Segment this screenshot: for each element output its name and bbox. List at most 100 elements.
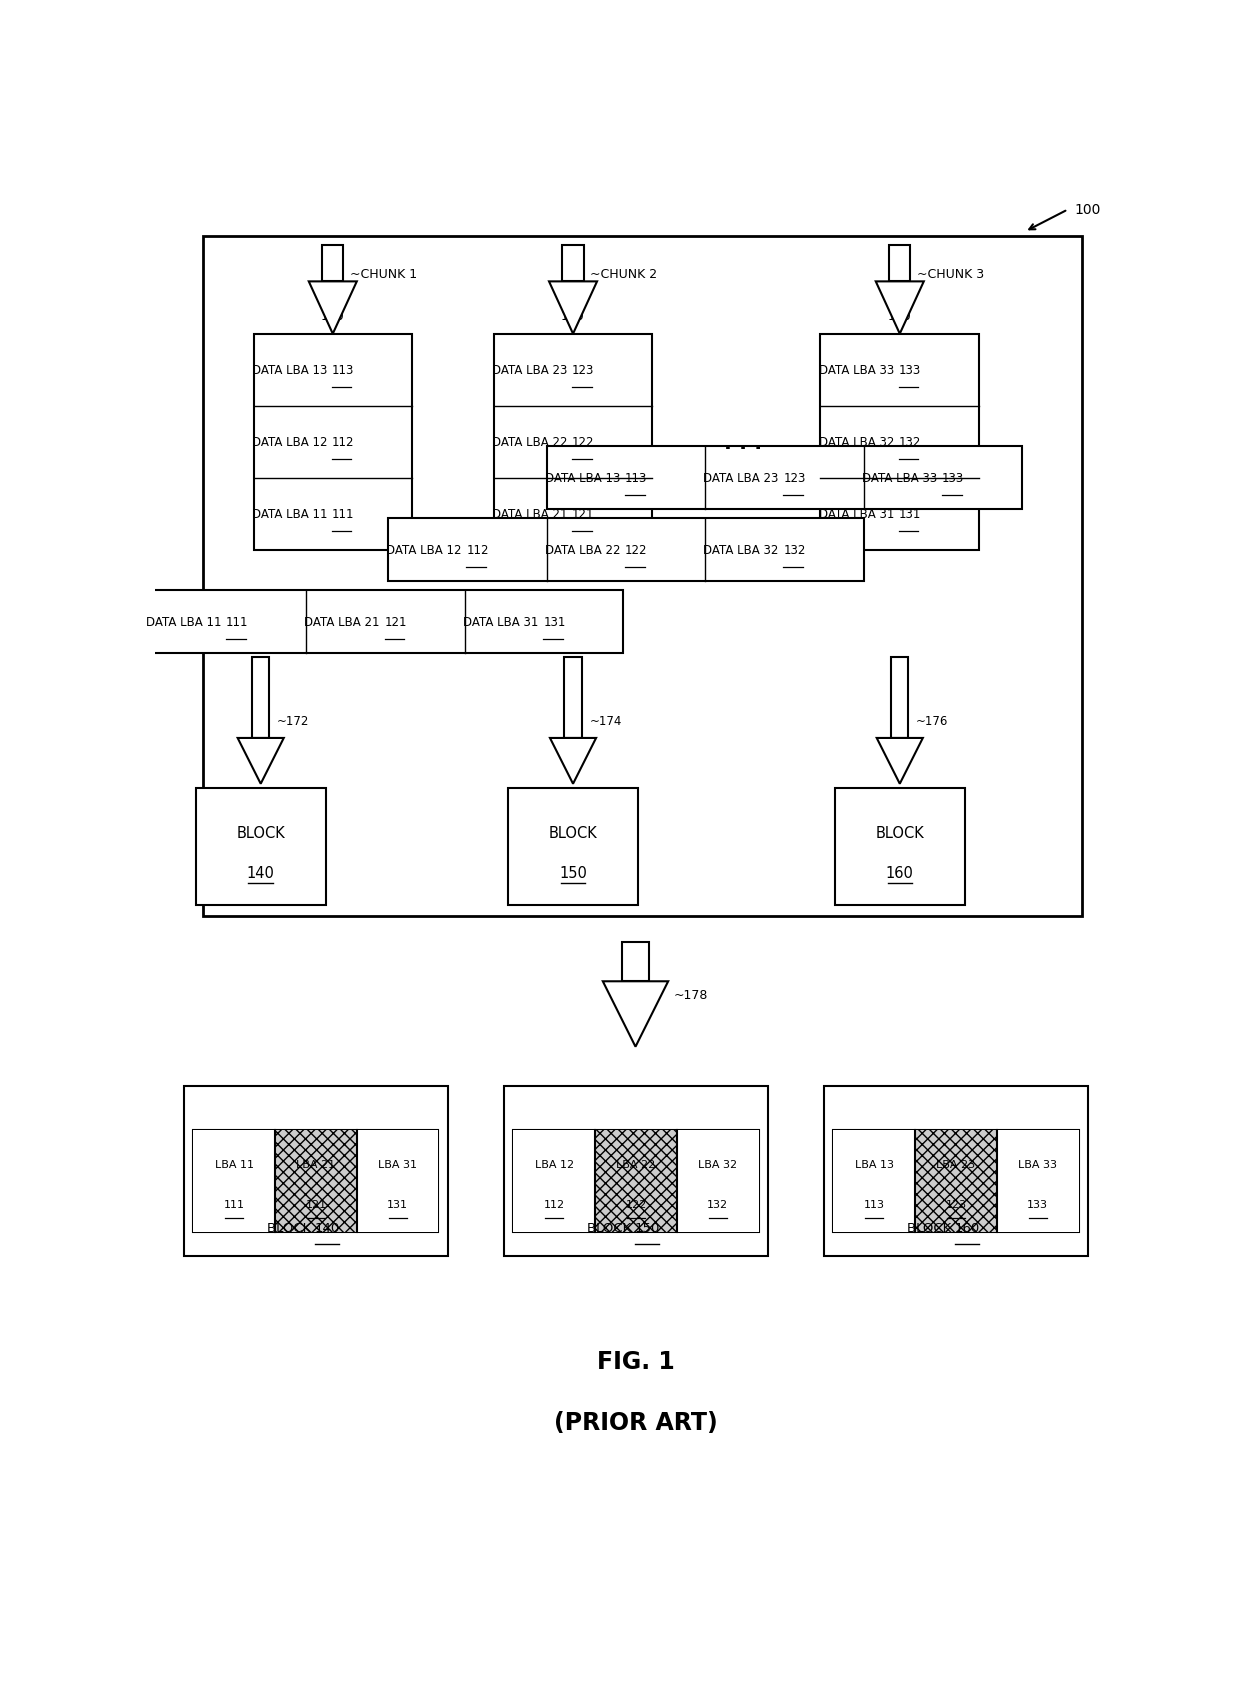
Bar (193, 1131, 439, 1233)
Text: DATA LBA 13: DATA LBA 13 (544, 472, 624, 486)
Text: 123: 123 (572, 363, 594, 377)
Bar (508, 788, 637, 905)
Bar (513, 1131, 595, 1233)
Text: LBA 32: LBA 32 (698, 1160, 738, 1170)
Text: ~CHUNK 3: ~CHUNK 3 (918, 268, 985, 280)
Text: 160: 160 (885, 866, 914, 881)
Text: BLOCK: BLOCK (875, 825, 924, 841)
Text: 131: 131 (899, 508, 921, 521)
Bar (823, 1087, 1089, 1257)
Text: DATA LBA 23: DATA LBA 23 (703, 472, 782, 486)
Text: DATA LBA 22: DATA LBA 22 (492, 436, 572, 448)
Text: 112: 112 (332, 436, 355, 448)
Text: ~176: ~176 (916, 715, 949, 727)
Bar (357, 1131, 439, 1233)
Bar (513, 1131, 759, 1233)
Text: 160: 160 (955, 1221, 981, 1234)
Bar (275, 1131, 357, 1233)
Text: DATA LBA 33: DATA LBA 33 (862, 472, 941, 486)
Bar (892, 657, 909, 739)
Text: ~172: ~172 (277, 715, 310, 727)
Bar (148, 591, 624, 654)
Bar (564, 657, 582, 739)
Text: 100: 100 (1075, 204, 1101, 217)
Bar (677, 1131, 759, 1233)
Bar (193, 1131, 275, 1233)
Text: LBA 13: LBA 13 (854, 1160, 894, 1170)
Bar (833, 1131, 1079, 1233)
Text: 133: 133 (1027, 1199, 1048, 1209)
Text: DATA LBA 32: DATA LBA 32 (703, 543, 782, 557)
Text: 140: 140 (247, 866, 274, 881)
Polygon shape (877, 739, 923, 784)
Text: DATA LBA 13: DATA LBA 13 (252, 363, 331, 377)
Text: LBA 31: LBA 31 (378, 1160, 417, 1170)
Text: 122: 122 (572, 436, 594, 448)
Text: DATA LBA 11: DATA LBA 11 (146, 616, 226, 628)
Bar (833, 1131, 915, 1233)
Text: LBA 22: LBA 22 (616, 1160, 656, 1170)
Text: BLOCK: BLOCK (548, 825, 598, 841)
Text: DATA LBA 23: DATA LBA 23 (492, 363, 572, 377)
Text: ~174: ~174 (589, 715, 621, 727)
Bar (563, 246, 584, 282)
Text: LBA 12: LBA 12 (534, 1160, 574, 1170)
Text: 131: 131 (387, 1199, 408, 1209)
Bar (622, 942, 649, 981)
Text: BLOCK: BLOCK (267, 1221, 315, 1234)
Polygon shape (603, 981, 668, 1048)
Text: 122: 122 (625, 543, 647, 557)
Bar (835, 788, 965, 905)
Text: DATA LBA 32: DATA LBA 32 (818, 436, 898, 448)
Text: ~CHUNK 1: ~CHUNK 1 (350, 268, 417, 280)
Text: DATA LBA 11: DATA LBA 11 (252, 508, 331, 521)
Text: 121: 121 (305, 1199, 326, 1209)
Text: 132: 132 (784, 543, 806, 557)
Text: LBA 23: LBA 23 (936, 1160, 976, 1170)
Text: 132: 132 (707, 1199, 728, 1209)
Text: 133: 133 (942, 472, 965, 486)
Text: 111: 111 (226, 616, 248, 628)
Text: 111: 111 (332, 508, 355, 521)
Polygon shape (238, 739, 284, 784)
Text: LBA 11: LBA 11 (215, 1160, 254, 1170)
Text: DATA LBA 33: DATA LBA 33 (818, 363, 898, 377)
Polygon shape (549, 282, 596, 335)
Text: 113: 113 (864, 1199, 885, 1209)
Polygon shape (309, 282, 357, 335)
Bar (997, 1131, 1079, 1233)
Text: 110: 110 (321, 309, 345, 323)
Text: 123: 123 (784, 472, 806, 486)
Text: 131: 131 (543, 616, 565, 628)
Text: 133: 133 (899, 363, 921, 377)
Text: 111: 111 (223, 1199, 244, 1209)
Text: 132: 132 (899, 436, 921, 448)
Text: 112: 112 (466, 543, 489, 557)
Text: DATA LBA 21: DATA LBA 21 (492, 508, 572, 521)
Bar (915, 1131, 997, 1233)
Text: 113: 113 (332, 363, 355, 377)
Text: 150: 150 (559, 866, 587, 881)
Text: 122: 122 (625, 1199, 646, 1209)
Bar (494, 335, 652, 550)
Bar (388, 520, 864, 582)
Polygon shape (551, 739, 596, 784)
Bar (503, 1087, 768, 1257)
Bar (595, 1131, 677, 1233)
Bar (203, 236, 1083, 917)
Text: BLOCK: BLOCK (237, 825, 285, 841)
Text: DATA LBA 22: DATA LBA 22 (544, 543, 624, 557)
Text: BLOCK: BLOCK (906, 1221, 955, 1234)
Text: ~178: ~178 (675, 988, 708, 1002)
Text: DATA LBA 12: DATA LBA 12 (252, 436, 331, 448)
Bar (253, 335, 412, 550)
Text: DATA LBA 12: DATA LBA 12 (386, 543, 465, 557)
Text: 140: 140 (315, 1221, 340, 1234)
Polygon shape (875, 282, 924, 335)
Bar (252, 657, 269, 739)
Text: DATA LBA 31: DATA LBA 31 (818, 508, 898, 521)
Text: 130: 130 (888, 309, 911, 323)
Text: 123: 123 (945, 1199, 966, 1209)
Text: DATA LBA 31: DATA LBA 31 (464, 616, 542, 628)
Text: 150: 150 (635, 1221, 661, 1234)
